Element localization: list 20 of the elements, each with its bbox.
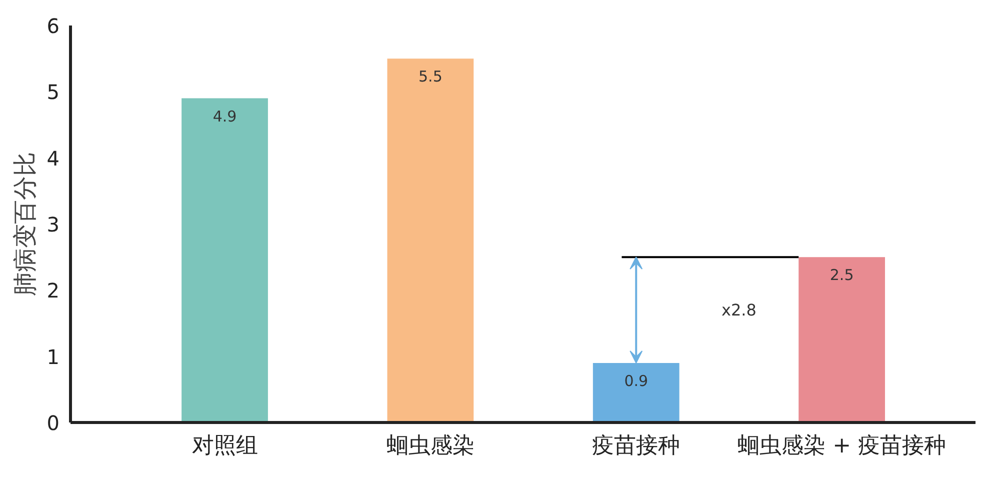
x-tick-label: 蛔虫感染 [386,434,474,458]
y-tick-label: 0 [46,411,60,435]
annotation: x2.8 [722,300,756,320]
data-label: 4.9 [212,107,237,126]
bar [798,257,885,422]
x-tick-label: 疫苗接种 [592,434,680,458]
x-tick-label: 蛔虫感染 + 疫苗接种 [738,434,946,458]
x-tick-label: 对照组 [192,434,258,458]
y-tick-label: 1 [46,344,60,369]
data-label: 0.9 [624,372,648,390]
data-label: 5.5 [418,68,442,86]
y-tick-label: 2 [46,278,60,303]
data-label: 2.5 [830,266,854,284]
y-tick-label: 4 [46,146,60,170]
bar [182,98,268,422]
y-tick-label: 5 [46,80,60,104]
bar [387,58,474,422]
y-tick-label: 3 [46,212,60,236]
y-axis-title: 肺病变百分比 [10,152,39,296]
y-tick-label: 6 [46,14,60,38]
